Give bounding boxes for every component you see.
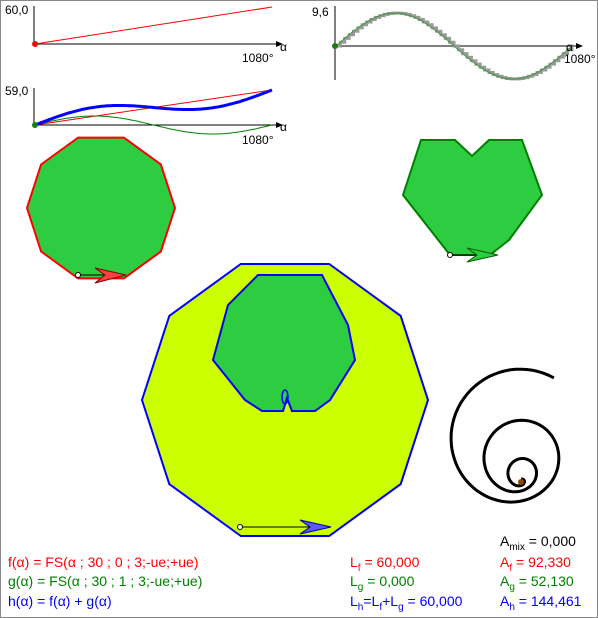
shape-h [140,263,430,537]
graph-h-green [34,115,273,135]
shape-h-start-point [237,524,243,530]
shape-g-start-point [447,252,453,258]
formula-g: g(α) = FS(α ; 30 ; 1 ; 3;-ue;+ue) [8,573,203,589]
graph-f-axis-label: α [280,40,287,54]
graph-f-ymax: 60,0 [5,3,29,17]
graph-f-curve [34,6,273,45]
graph-f-arrow [276,41,283,47]
graph-f [32,6,283,47]
graph-g-arrow [576,43,583,49]
shape-f-arrow-head [94,267,127,284]
stat-lh: Lh=Lf+Lg = 60,000 [350,593,463,613]
graph-g-xmax: 1080° [564,52,596,66]
graph-g-curve [335,12,573,80]
shape-f-start-point [75,272,81,278]
graph-f-xmax: 1080° [242,51,274,65]
graph-h-axis-label: α [280,120,287,134]
graph-h-point [32,122,38,128]
graph-g-point [332,43,338,49]
stat-af: Af = 92,330 [500,554,571,574]
stat-ah: Ah = 144,461 [500,593,582,613]
graph-h-arrow [276,122,283,128]
stat-amix: Amix = 0,000 [500,533,576,553]
graph-g-ymax: 9,6 [312,5,329,19]
graph-h-xmax: 1080° [242,133,274,147]
shape-f [25,136,177,284]
formula-f: f(α) = FS(α ; 30 ; 0 ; 3;-ue;+ue) [8,554,199,570]
graph-f-point [32,41,38,47]
graph-h-blue [34,88,273,127]
stat-ag: Ag = 52,130 [500,573,574,593]
graph-h-ymax: 59,0 [5,84,29,98]
graph-h [32,88,283,135]
shape-mix-center-point [518,479,524,485]
shape-h-inner-loop [281,389,289,405]
shape-h-arrow-head [299,519,332,535]
shape-f-polygon [25,136,177,280]
graph-g [332,6,583,81]
shape-mix [449,367,561,504]
shape-g-polygon [401,139,544,256]
shape-mix-spiral [449,367,561,504]
stat-lf: Lf = 60,000 [350,554,420,574]
formula-h: h(α) = f(α) + g(α) [8,593,112,609]
shape-h-inner-heart [211,274,357,412]
shape-g [401,139,544,263]
stat-lg: Lg = 0,000 [350,573,415,593]
graph-g-axis-label: α [566,40,573,54]
shape-g-arrow-head [466,247,499,263]
